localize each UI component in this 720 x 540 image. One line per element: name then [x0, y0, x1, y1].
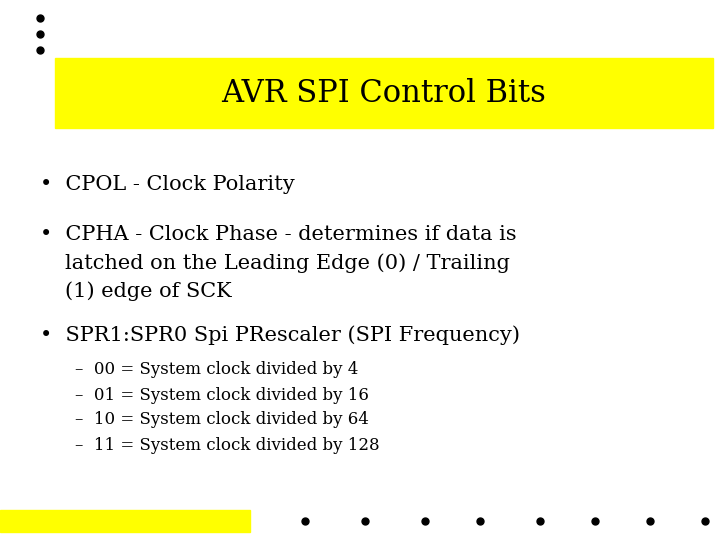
- Text: –  11 = System clock divided by 128: – 11 = System clock divided by 128: [75, 436, 379, 454]
- Text: –  10 = System clock divided by 64: – 10 = System clock divided by 64: [75, 411, 369, 429]
- Text: AVR SPI Control Bits: AVR SPI Control Bits: [222, 78, 546, 109]
- Text: (1) edge of SCK: (1) edge of SCK: [65, 281, 232, 301]
- Bar: [0, 510, 250, 532]
- Text: •  CPHA - Clock Phase - determines if data is: • CPHA - Clock Phase - determines if dat…: [40, 226, 517, 245]
- Text: –  00 = System clock divided by 4: – 00 = System clock divided by 4: [75, 361, 359, 379]
- Text: •  CPOL - Clock Polarity: • CPOL - Clock Polarity: [40, 176, 294, 194]
- Text: latched on the Leading Edge (0) / Trailing: latched on the Leading Edge (0) / Traili…: [65, 253, 510, 273]
- Text: –  01 = System clock divided by 16: – 01 = System clock divided by 16: [75, 387, 369, 403]
- Text: •  SPR1:SPR0 Spi PRescaler (SPI Frequency): • SPR1:SPR0 Spi PRescaler (SPI Frequency…: [40, 325, 520, 345]
- Bar: [55, 58, 713, 128]
